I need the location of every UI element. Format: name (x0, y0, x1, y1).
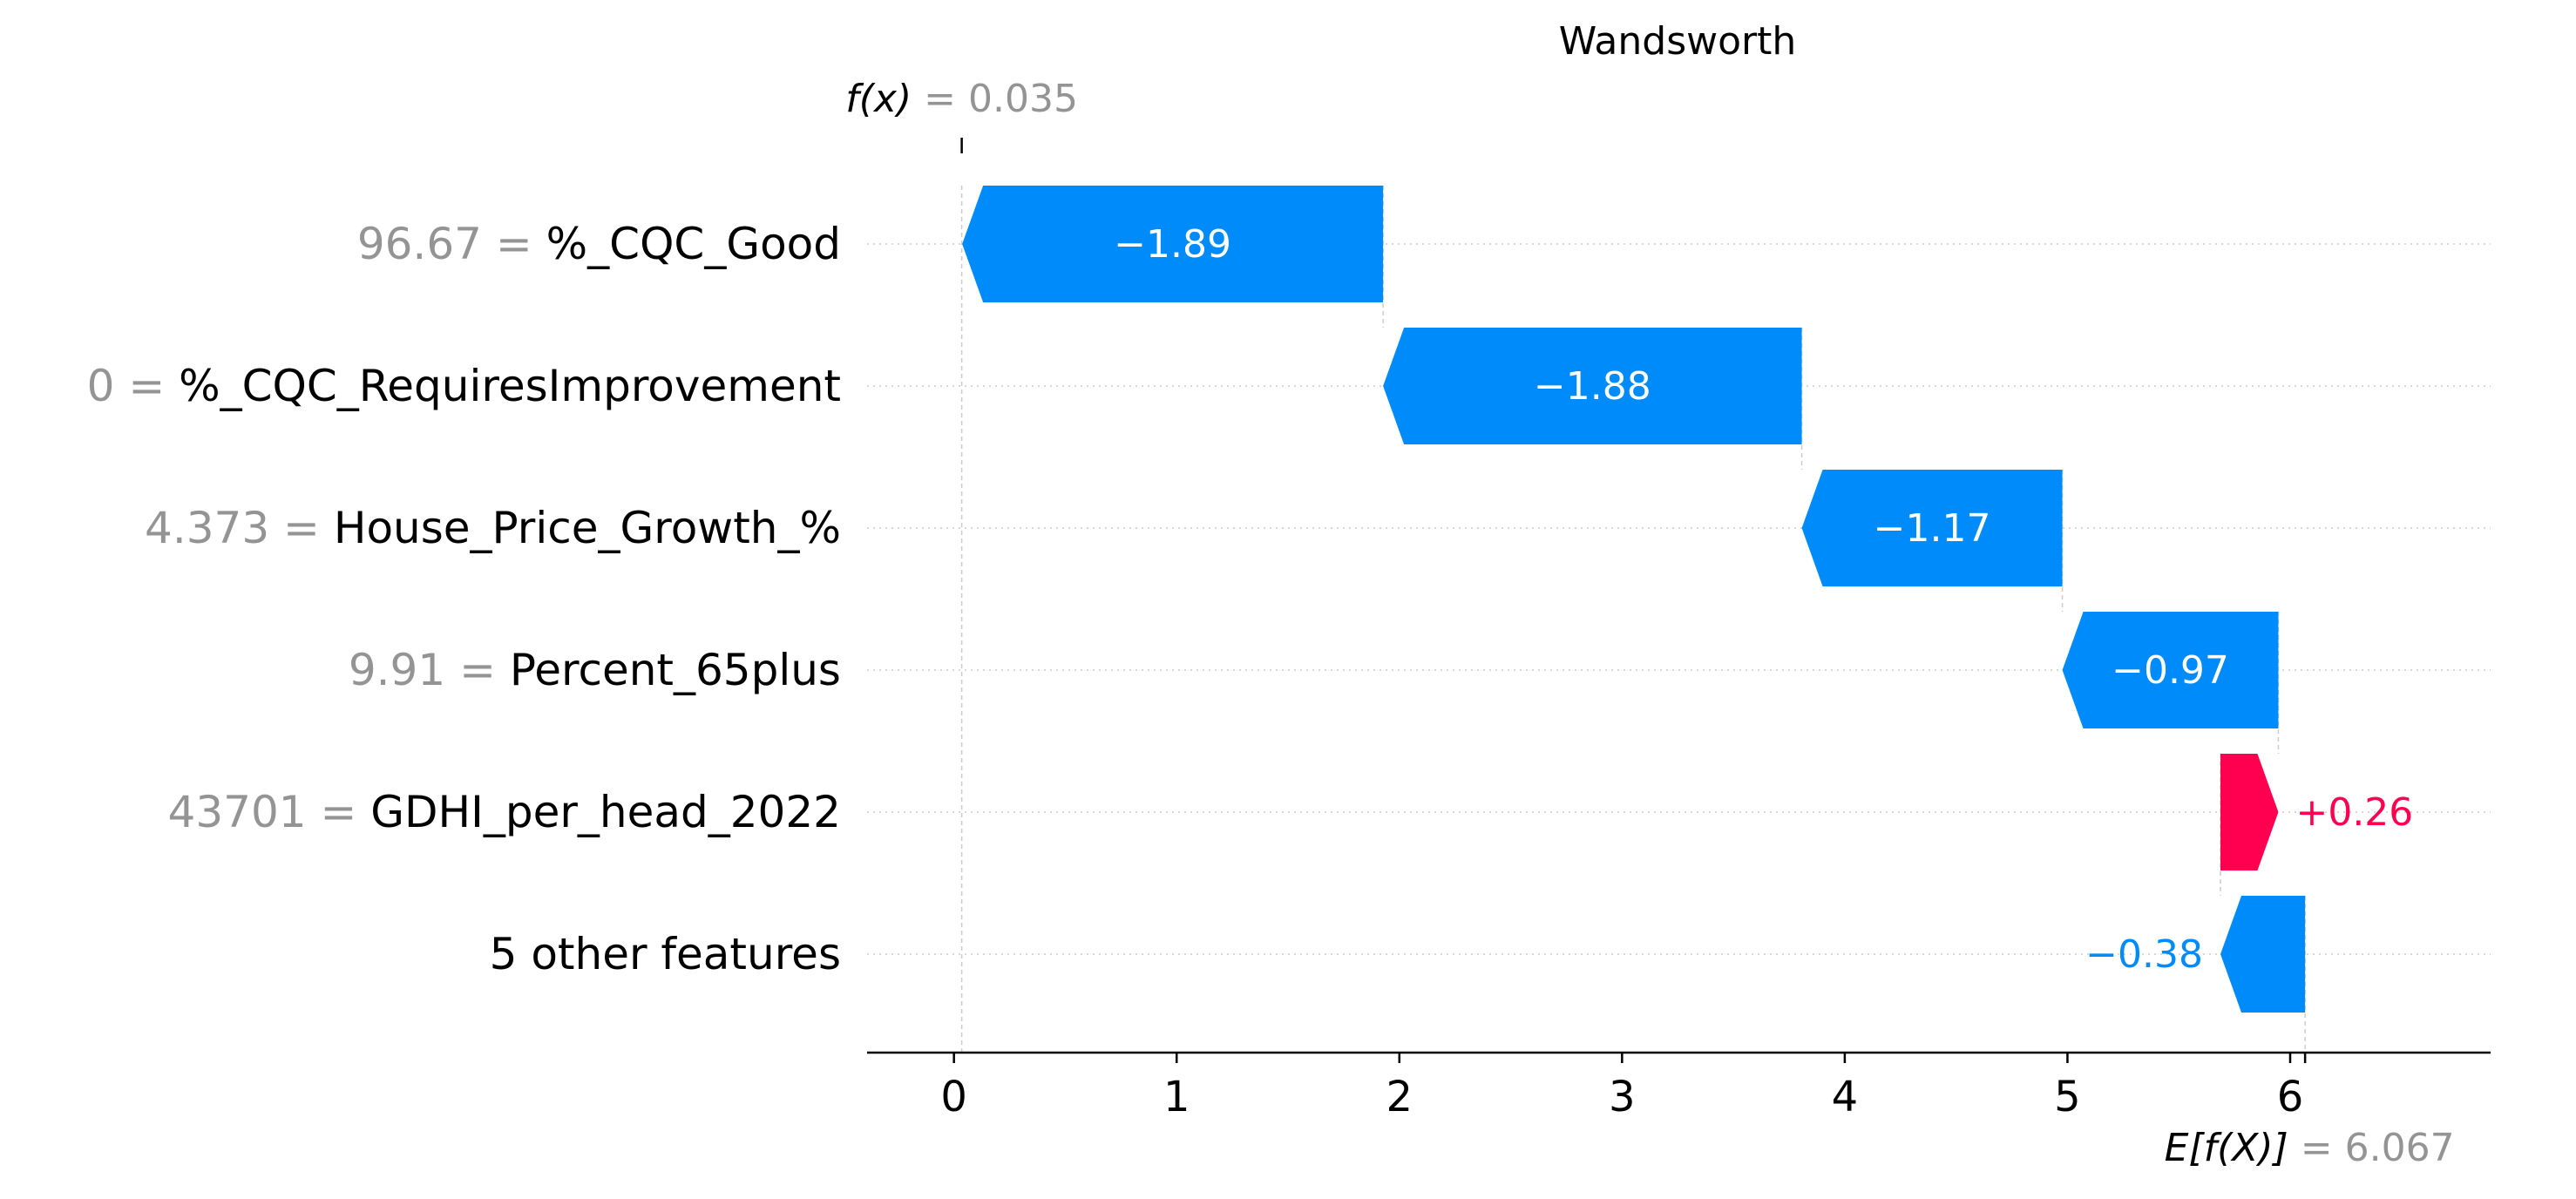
bar-row-1 (962, 186, 1384, 302)
efx-label: E[f(X)] = 6.067 (2165, 1126, 2455, 1170)
feature-label: 0 = %_CQC_RequiresImprovement (87, 361, 841, 411)
x-tick-label: 1 (1163, 1073, 1190, 1121)
bar-row-4 (2062, 612, 2279, 728)
feature-name: House_Price_Growth_% (334, 503, 841, 553)
x-tick-label: 6 (2277, 1073, 2304, 1121)
feature-name: GDHI_per_head_2022 (370, 787, 841, 837)
feature-value: 43701 = (168, 787, 371, 837)
feature-label: 96.67 = %_CQC_Good (357, 219, 841, 269)
feature-label: 5 other features (490, 929, 841, 979)
feature-label: 4.373 = House_Price_Growth_% (145, 503, 841, 553)
feature-value: 96.67 = (357, 219, 546, 269)
feature-name: %_CQC_Good (546, 219, 841, 269)
x-axis: 0 1 2 3 4 5 6 (867, 1051, 2491, 1121)
efx-symbol: E[f(X)] (2165, 1126, 2288, 1170)
feature-label: 43701 = GDHI_per_head_2022 (168, 787, 841, 837)
bar-value-label: −0.97 (2112, 648, 2229, 693)
bar-row-2 (1383, 328, 1802, 444)
feature-name: 5 other features (490, 929, 841, 979)
x-tick-label: 0 (940, 1073, 967, 1121)
feature-value: 9.91 = (349, 645, 510, 695)
feature-value: 4.373 = (145, 503, 334, 553)
efx-value: = 6.067 (2288, 1126, 2455, 1170)
feature-label: 9.91 = Percent_65plus (349, 645, 841, 695)
bar-value-label: +0.26 (2295, 790, 2413, 835)
bar-value-label: −1.17 (1874, 506, 1991, 551)
fx-symbol: f(x) (845, 77, 912, 121)
feature-name: %_CQC_RequiresImprovement (179, 361, 841, 411)
chart-title: Wandsworth (1559, 19, 1797, 64)
feature-value: 0 = (87, 361, 180, 411)
bar-value-label: −1.88 (1534, 364, 1651, 409)
bar-value-label: −1.89 (1114, 222, 1231, 267)
bar-row-5 (2220, 754, 2279, 870)
x-tick-label: 5 (2054, 1073, 2081, 1121)
x-tick-label: 2 (1386, 1073, 1413, 1121)
bar-row-6 (2220, 896, 2306, 1013)
fx-label: f(x) = 0.035 (845, 77, 1078, 121)
bars-layer: −1.89 −1.88 −1.17 −0.97 +0.26 −0.38 (962, 186, 2413, 1013)
x-tick-label: 4 (1832, 1073, 1859, 1121)
labels-layer: 96.67 = %_CQC_Good 0 = %_CQC_RequiresImpr… (87, 77, 2455, 1170)
bar-value-label: −0.38 (2085, 932, 2203, 977)
bar-row-3 (1801, 470, 2063, 586)
feature-name: Percent_65plus (510, 645, 841, 695)
fx-value: = 0.035 (912, 77, 1078, 121)
x-tick-label: 3 (1609, 1073, 1636, 1121)
